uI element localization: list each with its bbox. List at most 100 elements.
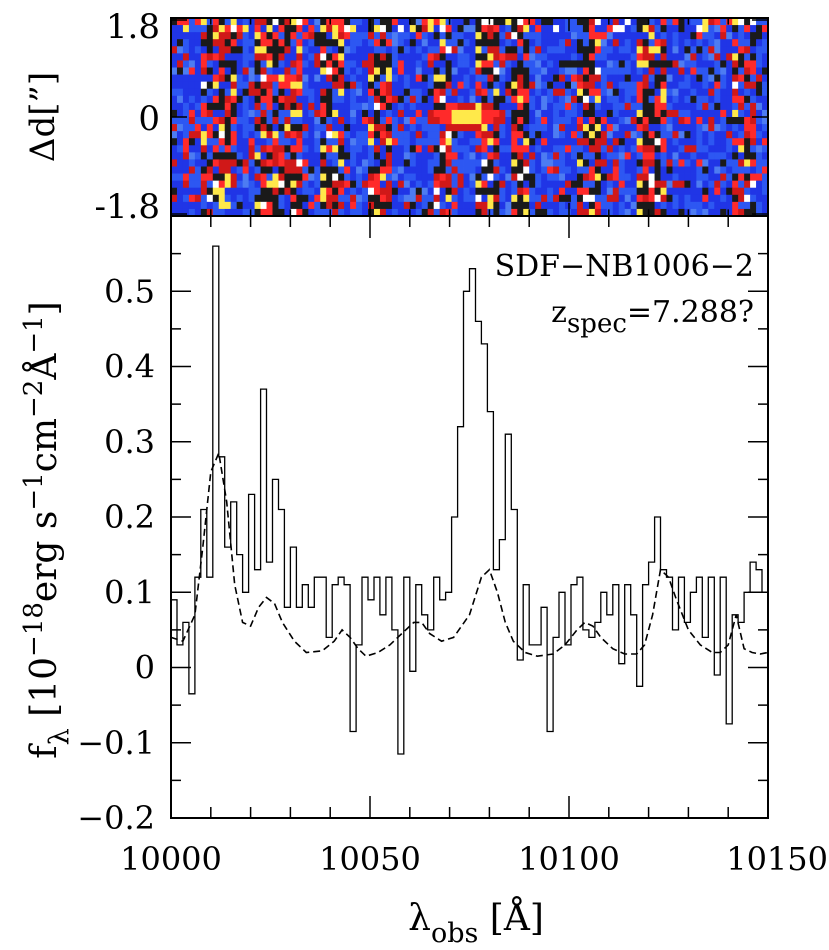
heatmap-cell — [284, 18, 291, 26]
heatmap-cell — [499, 60, 506, 68]
heatmap-cell — [379, 18, 387, 26]
heatmap-cell — [385, 67, 393, 75]
heatmap-cell — [600, 124, 608, 132]
heatmap-cell — [720, 159, 727, 167]
heatmap-cell — [517, 18, 524, 26]
heatmap-cell — [678, 173, 685, 182]
heatmap-cell — [224, 187, 232, 196]
heatmap-cell — [559, 109, 566, 118]
heatmap-cell — [338, 187, 345, 196]
heatmap-cell — [332, 60, 339, 68]
heatmap-cell — [660, 117, 667, 125]
heatmap-cell — [326, 60, 333, 68]
heatmap-cell — [218, 18, 226, 26]
heatmap-cell — [266, 152, 273, 160]
heatmap-cell — [738, 60, 745, 68]
heatmap-cell — [750, 117, 757, 125]
heatmap-cell — [654, 102, 661, 111]
heatmap-cell — [666, 145, 673, 153]
heatmap-cell — [427, 131, 435, 139]
heatmap-cell — [362, 187, 369, 196]
heatmap-cell — [588, 32, 596, 40]
heatmap-cell — [672, 67, 679, 75]
y-tick-label: 0.1 — [104, 573, 155, 611]
heatmap-cell — [493, 53, 500, 61]
heatmap-cell — [290, 194, 297, 203]
heatmap-cell — [415, 95, 423, 104]
heatmap-cell — [762, 74, 769, 83]
heatmap-cell — [206, 131, 214, 139]
heatmap-cell — [344, 138, 351, 146]
heatmap-cell — [535, 39, 542, 47]
heatmap-cell — [505, 60, 512, 68]
heatmap-cell — [427, 173, 435, 182]
heatmap-cell — [547, 60, 554, 68]
heatmap-cell — [553, 145, 560, 153]
heatmap-cell — [356, 152, 363, 160]
heatmap-cell — [493, 46, 500, 54]
heatmap-cell — [565, 159, 572, 167]
heatmap-cell — [188, 46, 196, 54]
heatmap-cell — [529, 32, 536, 40]
heatmap-cell — [403, 67, 411, 75]
heatmap-cell — [744, 25, 751, 33]
heatmap-cell — [535, 32, 542, 40]
heatmap-cell — [738, 166, 745, 174]
heatmap-cell — [260, 88, 267, 97]
heatmap-cell — [344, 109, 351, 118]
heatmap-cell — [350, 53, 357, 61]
heatmap-cell — [332, 194, 339, 203]
heatmap-cell — [194, 18, 202, 26]
heatmap-cell — [344, 95, 351, 104]
heatmap-cell — [236, 88, 244, 97]
heatmap-cell — [612, 39, 620, 47]
heatmap-cell — [726, 95, 733, 104]
heatmap-cell — [535, 166, 542, 174]
heatmap-cell — [594, 32, 602, 40]
heatmap-cell — [362, 124, 369, 132]
heatmap-cell — [541, 109, 548, 118]
heatmap-cell — [230, 208, 238, 217]
heatmap-cell — [690, 201, 697, 210]
heatmap-cell — [493, 194, 500, 203]
heatmap-cell — [481, 131, 488, 139]
heatmap-cell — [684, 131, 691, 139]
heatmap-cell — [415, 109, 423, 118]
heatmap-cell — [194, 74, 202, 83]
heatmap-cell — [368, 145, 375, 153]
heatmap-cell — [481, 81, 488, 90]
heatmap-cell — [565, 95, 572, 104]
heatmap-cell — [756, 109, 763, 118]
heatmap-cell — [606, 194, 614, 203]
heatmap-cell — [630, 18, 638, 26]
heatmap-cell — [505, 46, 512, 54]
heatmap-cell — [350, 60, 357, 68]
heatmap-cell — [720, 60, 727, 68]
heatmap-cell — [391, 173, 399, 182]
heatmap-cell — [690, 138, 697, 146]
heatmap-cell — [505, 95, 512, 104]
heatmap-cell — [415, 18, 423, 26]
heatmap-cell — [750, 152, 757, 160]
heatmap-cell — [290, 159, 297, 167]
heatmap-cell — [762, 60, 769, 68]
heatmap-cell — [570, 152, 578, 160]
heatmap-cell — [314, 145, 321, 153]
heatmap-cell — [356, 180, 363, 189]
heatmap-cell — [660, 124, 667, 132]
heatmap-cell — [690, 67, 697, 75]
heatmap-cell — [254, 25, 261, 33]
heatmap-cell — [660, 81, 667, 90]
heatmap-cell — [702, 74, 709, 83]
heatmap-cell — [433, 25, 441, 33]
heatmap-cell — [373, 208, 381, 217]
heatmap-cell — [642, 46, 649, 54]
heatmap-cell — [499, 88, 506, 97]
heatmap-cell — [373, 95, 381, 104]
heatmap-cell — [511, 53, 518, 61]
heatmap-cell — [403, 201, 411, 210]
heatmap-cell — [356, 39, 363, 47]
heatmap-cell — [439, 208, 447, 217]
heatmap-cell — [171, 18, 178, 26]
heatmap-cell — [451, 88, 458, 97]
